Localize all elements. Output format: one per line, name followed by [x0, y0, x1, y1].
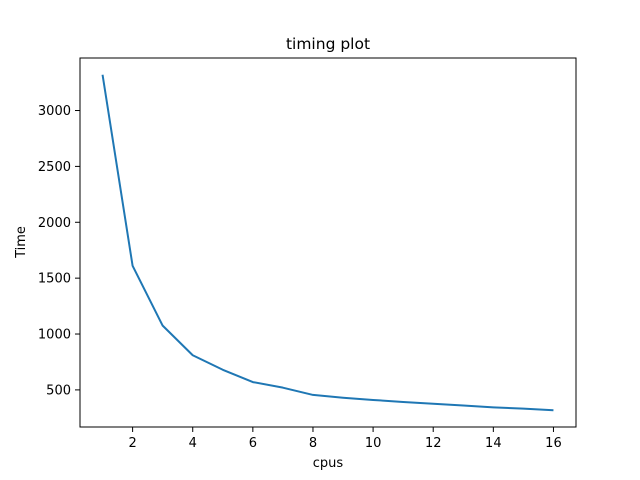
y-tick-label: 3000 [38, 104, 71, 119]
x-tick-label: 4 [189, 436, 197, 451]
x-tick-label: 16 [545, 436, 562, 451]
x-axis-label: cpus [313, 456, 344, 471]
x-tick-label: 10 [365, 436, 382, 451]
series-line [101, 74, 554, 412]
plot-area-frame [79, 57, 577, 428]
x-tick-label: 6 [249, 436, 257, 451]
plot-layer [101, 74, 554, 412]
y-tick-label: 2000 [38, 216, 71, 231]
chart-title: timing plot [286, 35, 370, 53]
y-tick-label: 1000 [38, 328, 71, 343]
x-tick-label: 14 [485, 436, 502, 451]
y-tick-label: 1500 [38, 272, 71, 287]
y-tick-label: 500 [46, 383, 71, 398]
x-tick-label: 8 [309, 436, 317, 451]
y-axis-label: Time [14, 226, 29, 259]
x-tick-label: 12 [425, 436, 442, 451]
ticks-layer: 2 4 6 8 10 12 14 16 500 1000 1500 2000 2500 3000 [38, 104, 562, 451]
x-tick-label: 2 [128, 436, 136, 451]
y-tick-label: 2500 [38, 160, 71, 175]
